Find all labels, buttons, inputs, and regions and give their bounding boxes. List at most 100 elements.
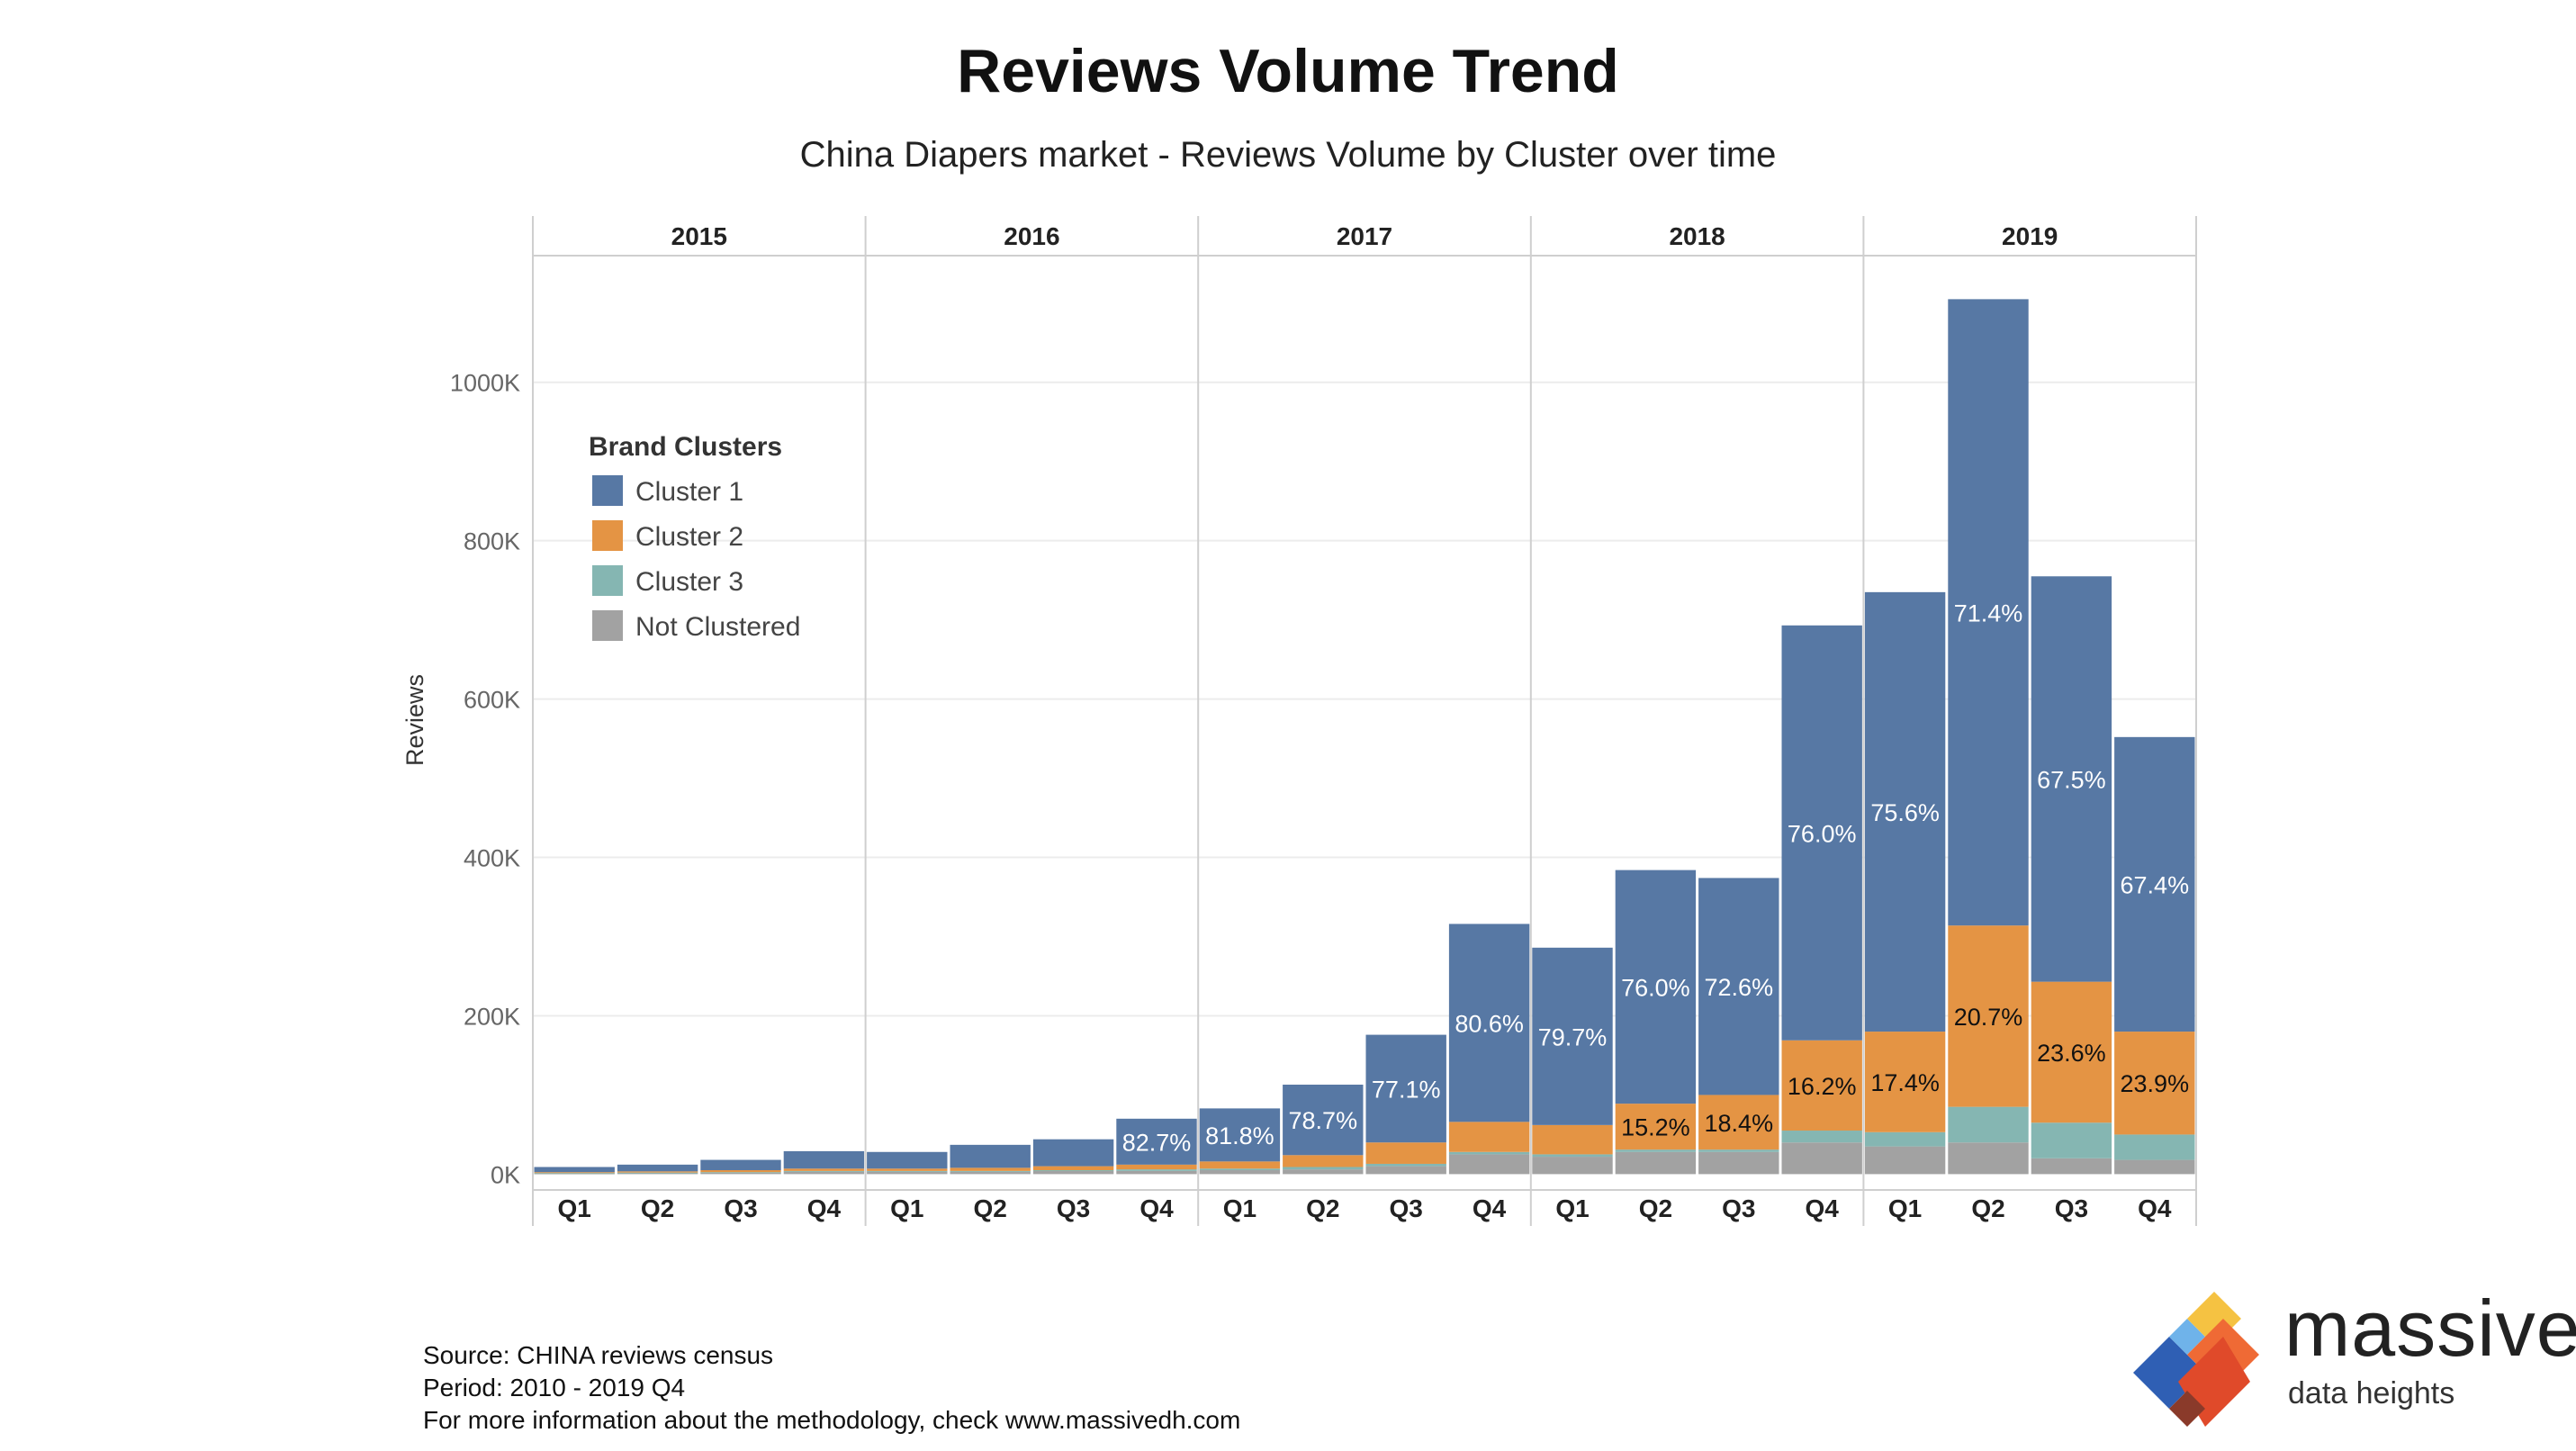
x-tick-label: Q3 (1057, 1194, 1090, 1222)
bar-segment (1283, 1085, 1364, 1156)
year-header-label: 2018 (1669, 222, 1725, 250)
bar-segment (2031, 981, 2112, 1123)
legend-swatch (592, 565, 623, 596)
bar-segment (1199, 1161, 1281, 1169)
bar-segment (1615, 1104, 1697, 1150)
data-label: 76.0% (1621, 974, 1690, 1001)
bar-segment (1116, 1170, 1197, 1175)
bar-segment (1032, 1139, 1114, 1167)
data-label: 79.7% (1538, 1023, 1608, 1050)
bar-segment (950, 1167, 1031, 1171)
bar-segment (783, 1170, 865, 1172)
bar-segment (783, 1150, 865, 1169)
x-tick-label: Q3 (2055, 1194, 2088, 1222)
bar-segment (617, 1172, 698, 1174)
x-tick-label: Q4 (807, 1194, 842, 1222)
bar-segment (1615, 1149, 1697, 1152)
legend-label: Cluster 3 (635, 567, 743, 597)
bar-segment (1532, 947, 1613, 1125)
bar-segment (2031, 1158, 2112, 1175)
bar-segment (1948, 1142, 2029, 1175)
legend-swatch (592, 475, 623, 506)
chart-title: Reviews Volume Trend (957, 37, 1619, 105)
bar-segment (1948, 925, 2029, 1107)
bar-segment (1864, 1146, 1946, 1175)
logo-tagline: data heights (2288, 1376, 2455, 1410)
bar-segment (2114, 736, 2195, 1032)
legend-label: Cluster 2 (635, 522, 743, 552)
x-tick-label: Q3 (724, 1194, 757, 1222)
y-axis-label: Reviews (401, 674, 428, 766)
bar-segment (2031, 1122, 2112, 1158)
bar-segment (1448, 1151, 1530, 1155)
bar-segment (1365, 1163, 1446, 1167)
data-label: 77.1% (1372, 1076, 1441, 1103)
data-label: 23.6% (2037, 1040, 2106, 1067)
bar-segment (1532, 1124, 1613, 1155)
bar-segment (950, 1144, 1031, 1168)
bar-segment (1116, 1118, 1197, 1165)
bar-segment (1948, 1106, 2029, 1143)
x-tick-label: Q4 (1473, 1194, 1507, 1222)
x-tick-label: Q4 (2138, 1194, 2172, 1222)
x-tick-label: Q4 (1806, 1194, 1840, 1222)
legend-swatch (592, 520, 623, 551)
bar-segment (617, 1171, 698, 1173)
data-label: 67.4% (2121, 871, 2190, 898)
bar-segment (1365, 1166, 1446, 1175)
x-tick-label: Q2 (1971, 1194, 2004, 1222)
bar-segment (783, 1168, 865, 1171)
x-tick-label: Q1 (1555, 1194, 1589, 1222)
bar-segment (1781, 1040, 1862, 1131)
x-tick-label: Q2 (1639, 1194, 1672, 1222)
x-tick-label: Q4 (1139, 1194, 1174, 1222)
bar-segment (700, 1159, 781, 1171)
logo-mark-icon (2133, 1292, 2259, 1427)
bar-segment (1116, 1164, 1197, 1170)
bar-segment (1615, 870, 1697, 1104)
data-label: 20.7% (1954, 1004, 2023, 1031)
bar-segment (534, 1172, 615, 1174)
logo-name: massive (2284, 1284, 2576, 1373)
bar-segment (534, 1167, 615, 1173)
year-header-label: 2015 (671, 222, 727, 250)
x-tick-label: Q3 (1722, 1194, 1755, 1222)
bar-segment (1448, 924, 1530, 1122)
bar-segment (1448, 1122, 1530, 1152)
bar-segment (700, 1172, 781, 1174)
chart-subtitle: China Diapers market - Reviews Volume by… (799, 135, 1777, 175)
massive-logo: massive data heights (2097, 1283, 2576, 1436)
x-tick-label: Q1 (1888, 1194, 1922, 1222)
year-header-label: 2017 (1337, 222, 1392, 250)
bar-segment (1698, 1151, 1779, 1175)
x-tick-label: Q1 (890, 1194, 923, 1222)
bar-segment (867, 1168, 948, 1171)
data-label: 15.2% (1621, 1114, 1690, 1141)
year-header-label: 2016 (1004, 222, 1059, 250)
data-label: 72.6% (1705, 974, 1774, 1001)
bar-segment (1199, 1108, 1281, 1162)
bar-segment (1532, 1154, 1613, 1158)
bar-segment (1032, 1170, 1114, 1175)
bar-segment (700, 1172, 781, 1175)
bar-segment (1864, 1131, 1946, 1147)
bar-segment (1948, 299, 2029, 926)
bar-segment (534, 1173, 615, 1175)
data-label: 16.2% (1788, 1073, 1857, 1100)
bar-segment (1283, 1169, 1364, 1175)
bar-segment (1365, 1142, 1446, 1164)
x-tick-label: Q2 (1306, 1194, 1339, 1222)
data-label: 80.6% (1455, 1010, 1524, 1037)
methodology-note: For more information about the methodolo… (423, 1406, 1241, 1434)
bar-segment (1864, 591, 1946, 1032)
reviews-volume-chart: 0K 200K 400K 600K 800K 1000K Reviews 82.7% 81.8%… (401, 216, 2197, 1226)
source-note: Source: CHINA reviews census (423, 1341, 774, 1369)
bar-segment (1698, 1149, 1779, 1152)
y-tick-label: 0K (491, 1161, 520, 1188)
bar-segment (783, 1171, 865, 1175)
bar-segment (1032, 1166, 1114, 1171)
bar-segment (1199, 1170, 1281, 1175)
bar-segment (950, 1171, 1031, 1175)
bar-segment (1781, 625, 1862, 1041)
bar-segment (700, 1170, 781, 1173)
